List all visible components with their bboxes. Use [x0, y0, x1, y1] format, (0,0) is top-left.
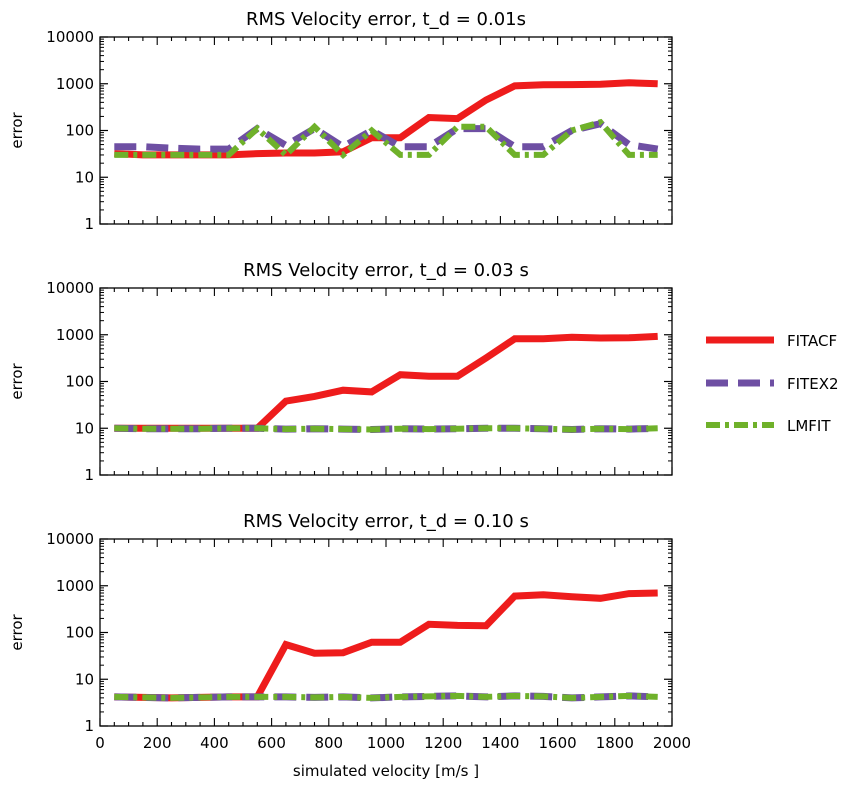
x-tick-label: 200 [143, 734, 172, 752]
legend-label-lmfit: LMFIT [787, 417, 831, 435]
y-tick-label: 1 [84, 717, 94, 735]
series-line-lmfit [114, 425, 658, 433]
legend-label-fitex2: FITEX2 [787, 375, 839, 393]
panel-title: RMS Velocity error, t_d = 0.03 s [243, 260, 529, 281]
y-tick-label: 10 [75, 168, 94, 186]
y-tick-label: 1 [84, 466, 94, 484]
y-axis-label: error [8, 363, 26, 400]
y-tick-label: 100 [65, 122, 94, 140]
y-tick-label: 10000 [46, 279, 94, 297]
series-line-fitacf [114, 589, 658, 702]
y-tick-label: 1000 [56, 577, 94, 595]
y-axis-label: error [8, 614, 26, 651]
x-tick-label: 1000 [367, 734, 405, 752]
y-tick-label: 10000 [46, 530, 94, 548]
x-tick-label: 2000 [653, 734, 691, 752]
series-line-lmfit [114, 118, 658, 160]
y-tick-label: 1 [84, 215, 94, 233]
x-axis-label: simulated velocity [m/s ] [293, 762, 479, 780]
series-line-fitacf [114, 332, 658, 432]
panel-title: RMS Velocity error, t_d = 0.10 s [243, 511, 529, 532]
y-tick-label: 1000 [56, 75, 94, 93]
chart-panels: RMS Velocity error, t_d = 0.01serror1101… [8, 9, 691, 780]
panel-2: RMS Velocity error, t_d = 0.03 s error 1 10… [8, 260, 673, 484]
panel-1: RMS Velocity error, t_d = 0.01s error 1 10 1… [8, 9, 673, 233]
x-tick-label: 1800 [596, 734, 634, 752]
x-tick-label: 600 [257, 734, 286, 752]
y-tick-label: 10000 [46, 28, 94, 46]
panel-3: RMS Velocity error, t_d = 0.10 s error 1 10… [8, 511, 691, 780]
x-tick-label: 1400 [481, 734, 519, 752]
y-tick-label: 100 [65, 624, 94, 642]
panel-title: RMS Velocity error, t_d = 0.01s [246, 9, 526, 30]
x-tick-label: 1200 [424, 734, 462, 752]
legend: FITACF FITEX2 LMFIT [706, 332, 839, 435]
y-axis-label: error [8, 112, 26, 149]
x-tick-label: 0 [95, 734, 105, 752]
y-tick-label: 10 [75, 419, 94, 437]
y-tick-label: 1000 [56, 326, 94, 344]
y-tick-label: 10 [75, 670, 94, 688]
series-line-lmfit [114, 692, 658, 701]
x-tick-label: 1600 [539, 734, 577, 752]
legend-label-fitacf: FITACF [787, 332, 837, 350]
y-tick-label: 100 [65, 373, 94, 391]
x-tick-label: 400 [200, 734, 229, 752]
x-tick-label: 800 [314, 734, 343, 752]
